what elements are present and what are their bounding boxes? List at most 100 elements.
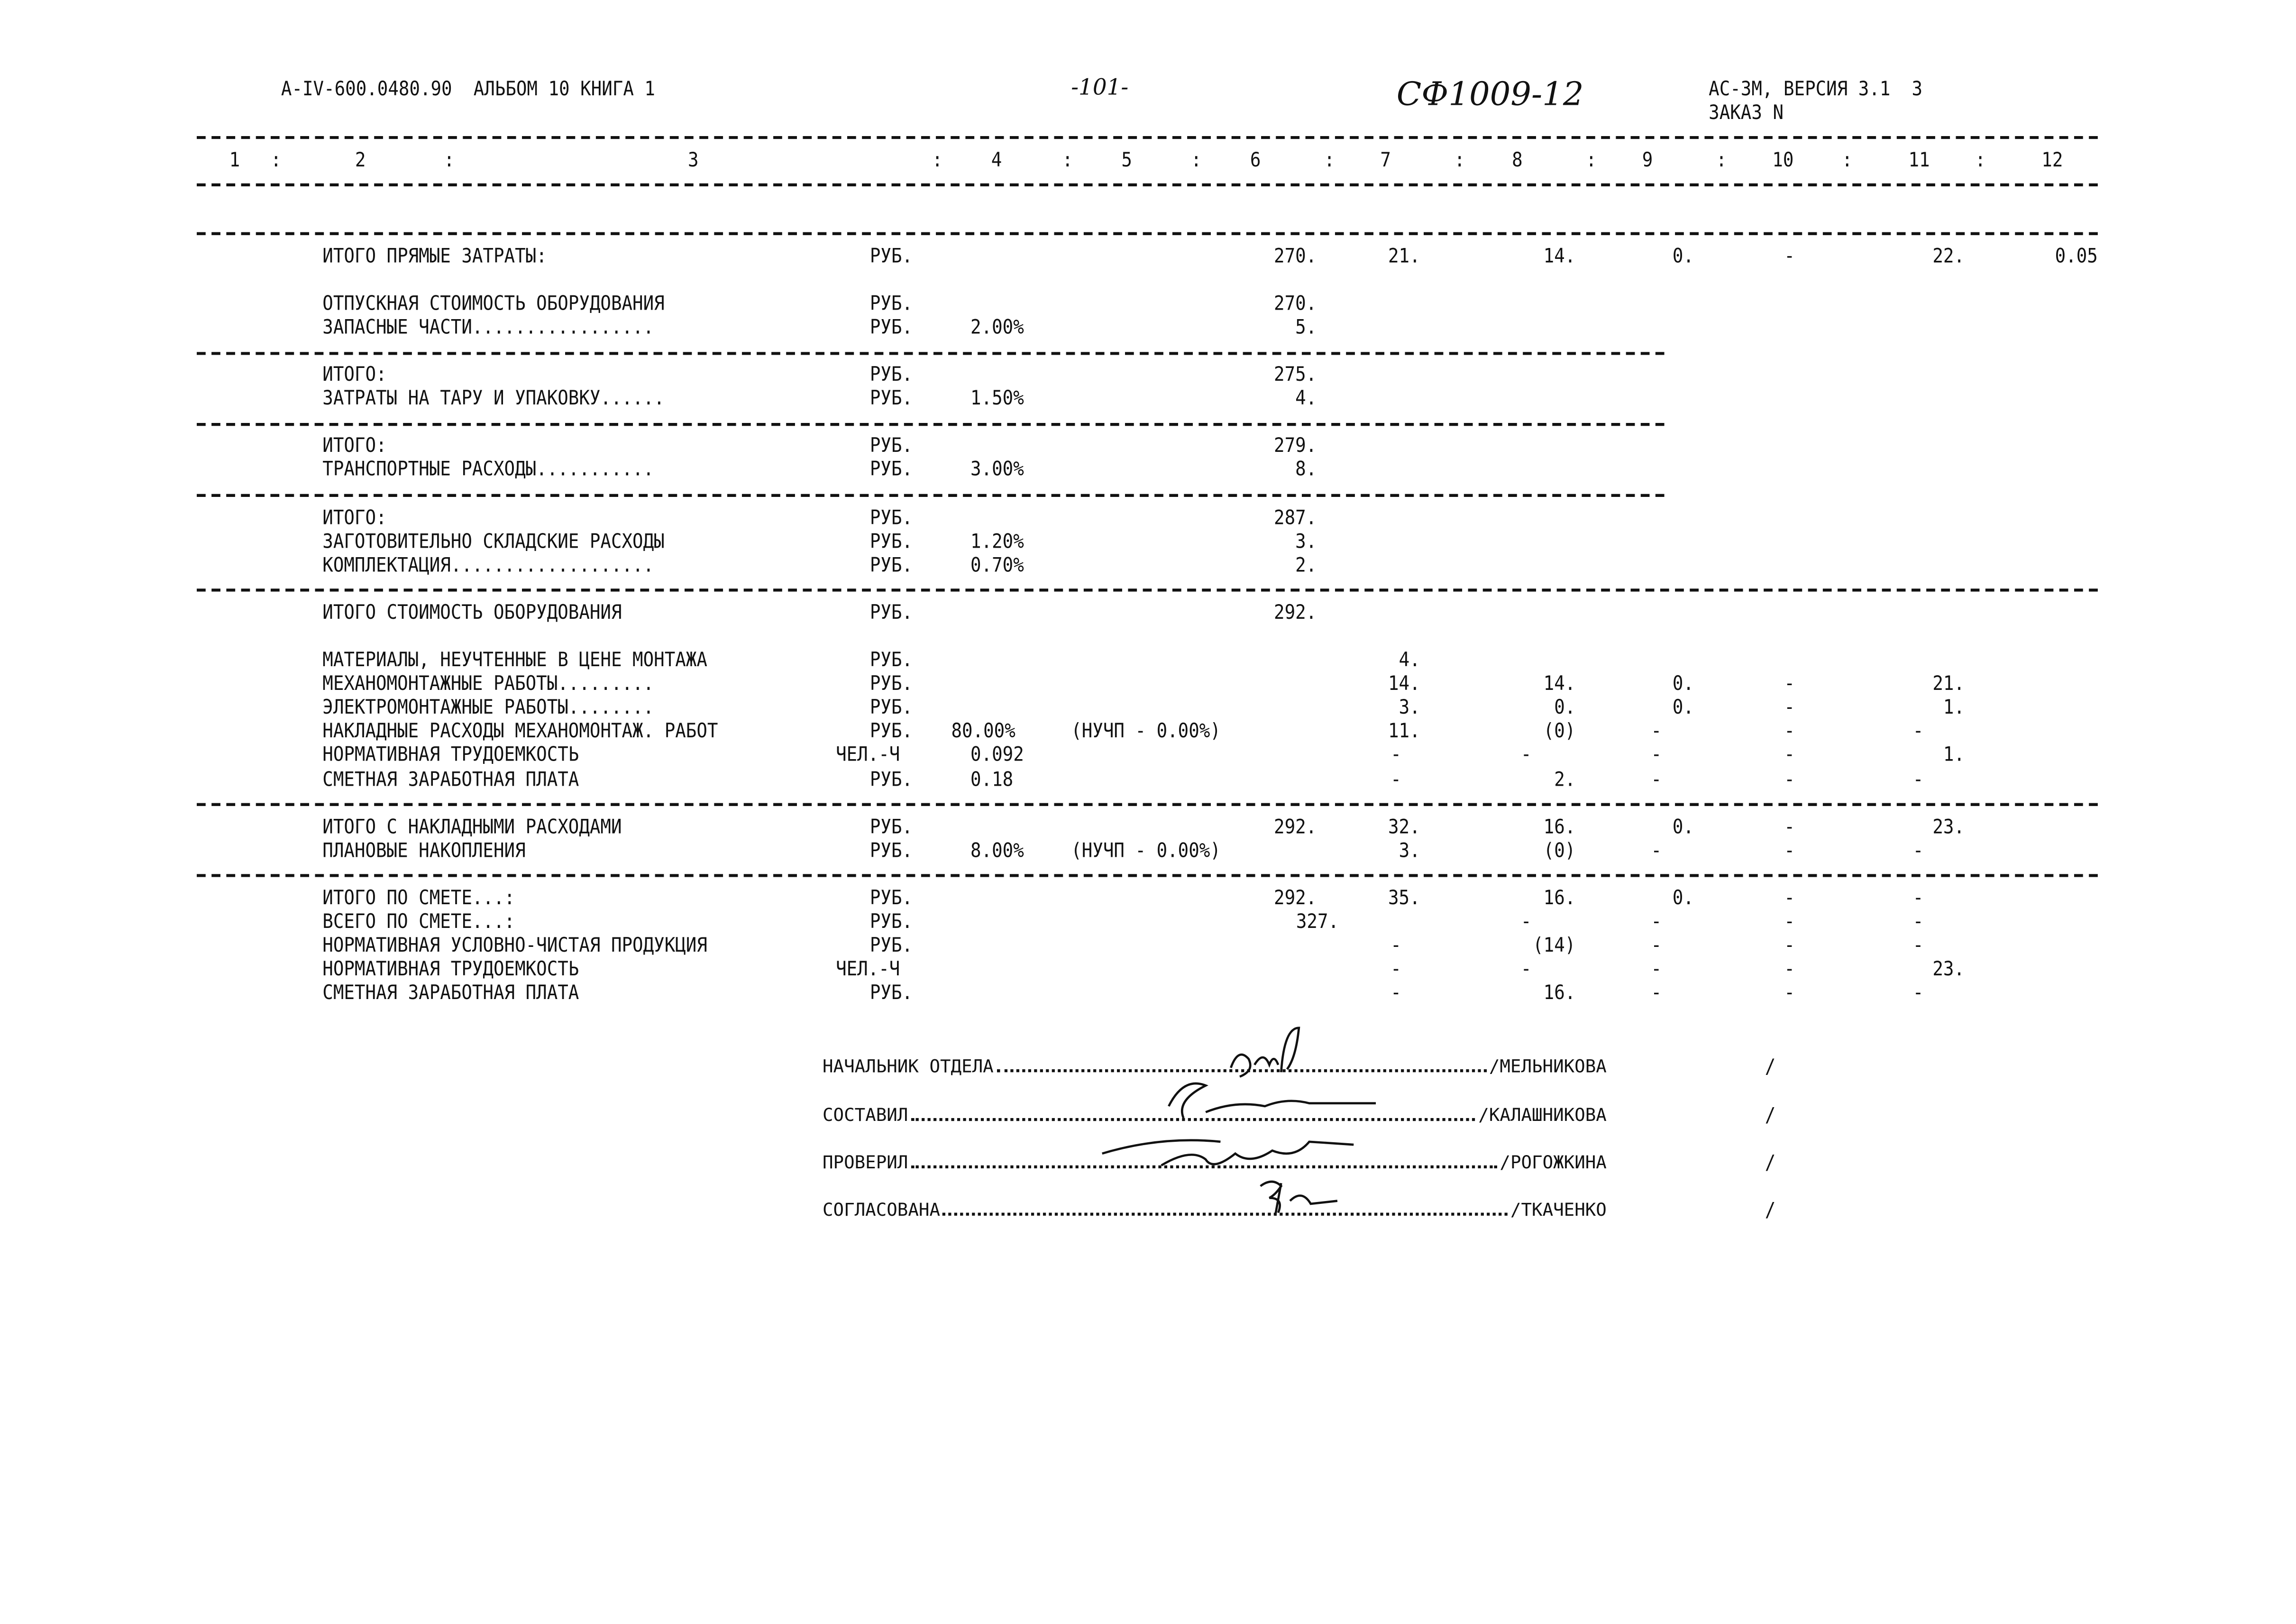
cell-c7: 3.: [1399, 695, 1420, 719]
signature-leader: [911, 1118, 1476, 1121]
cell-c8: -: [1520, 909, 1532, 933]
row-unit: РУБ.: [869, 909, 913, 933]
signature-end: /: [1765, 1198, 1776, 1221]
cell-c6: 275.: [1274, 362, 1317, 386]
column-number: 2: [355, 148, 366, 172]
row-rate: 80.00%: [951, 719, 1015, 743]
cell-c9: -: [1651, 957, 1662, 981]
column-separator: :: [1454, 148, 1465, 172]
cell-c9: -: [1651, 933, 1662, 957]
signature-line: ПРОВЕРИЛ/РОГОЖКИНА: [823, 1152, 1607, 1173]
dashed-rule: [197, 588, 2098, 592]
cell-c10: -: [1784, 957, 1795, 981]
column-separator: :: [1324, 148, 1335, 172]
cell-c7: -: [1390, 743, 1401, 766]
row-unit: РУБ.: [869, 933, 913, 957]
document-id: СФ1009-12: [1396, 77, 1584, 114]
signature-line: НАЧАЛЬНИК ОТДЕЛА/МЕЛЬНИКОВА: [823, 1056, 1607, 1077]
row-unit: РУБ.: [869, 815, 913, 838]
row-label: ИТОГО ПО СМЕТЕ...:: [322, 886, 515, 909]
row-label: ТРАНСПОРТНЫЕ РАСХОДЫ...........: [322, 457, 654, 481]
cell-c9: -: [1651, 743, 1662, 766]
column-number: 7: [1380, 148, 1391, 172]
cell-c7: 21.: [1388, 244, 1420, 268]
signature-end: /: [1765, 1103, 1776, 1127]
cell-c9: -: [1651, 719, 1662, 743]
row-unit: РУБ.: [869, 506, 913, 530]
row-unit: РУБ.: [869, 244, 913, 268]
cell-c11: -: [1912, 886, 1924, 909]
cell-c10: -: [1784, 695, 1795, 719]
signature-leader: [943, 1212, 1508, 1216]
cell-c6: 279.: [1274, 433, 1317, 457]
cell-c8: 0.: [1554, 695, 1576, 719]
row-label: МЕХАНОМОНТАЖНЫЕ РАБОТЫ.........: [322, 671, 654, 695]
cell-c8: (0): [1543, 719, 1576, 743]
cell-c10: -: [1784, 768, 1795, 791]
row-unit: РУБ.: [869, 362, 913, 386]
column-separator: :: [444, 148, 455, 172]
cell-c11: 22.: [1932, 244, 1965, 268]
cell-c8: 16.: [1543, 981, 1576, 1004]
dashed-rule: [197, 494, 1665, 497]
row-unit: РУБ.: [869, 291, 913, 315]
cell-c9: -: [1651, 909, 1662, 933]
row-label: ОТПУСКНАЯ СТОИМОСТЬ ОБОРУДОВАНИЯ: [322, 291, 665, 315]
column-number: 3: [688, 148, 699, 172]
signature-head: [1230, 1027, 1300, 1078]
row-label: ИТОГО С НАКЛАДНЫМИ РАСХОДАМИ: [322, 815, 622, 838]
cell-c9: -: [1651, 768, 1662, 791]
cell-c8: 14.: [1543, 244, 1576, 268]
row-label: ВСЕГО ПО СМЕТЕ...:: [322, 909, 515, 933]
cell-c7: -: [1390, 957, 1401, 981]
cell-c6: 287.: [1274, 506, 1317, 530]
signature-approver: [1260, 1180, 1338, 1216]
cell-c7: 14.: [1388, 671, 1420, 695]
cell-c8: 16.: [1543, 886, 1576, 909]
column-number: 4: [991, 148, 1002, 172]
row-unit: РУБ.: [869, 600, 913, 624]
cell-c11: 23.: [1932, 957, 1965, 981]
row-unit: РУБ.: [869, 981, 913, 1004]
dashed-rule: [197, 874, 2098, 877]
row-unit: РУБ.: [869, 768, 913, 791]
cell-c7: 11.: [1388, 719, 1420, 743]
dashed-rule: [197, 803, 2098, 806]
cell-c6: 292.: [1274, 815, 1317, 838]
cell-c8: 2.: [1554, 768, 1576, 791]
row-unit: РУБ.: [869, 315, 913, 339]
column-number: 8: [1512, 148, 1523, 172]
row-note: (НУЧП - 0.00%): [1071, 719, 1221, 743]
column-number: 11: [1908, 148, 1930, 172]
cell-c9: -: [1651, 838, 1662, 862]
album-code: A-IV-600.0480.90 АЛЬБОМ 10 КНИГА 1: [281, 77, 655, 101]
cell-c11: 1.: [1943, 743, 1965, 766]
cell-c9: -: [1651, 981, 1662, 1004]
row-unit: РУБ.: [869, 433, 913, 457]
signature-end: /: [1765, 1151, 1776, 1174]
row-label: НОРМАТИВНАЯ УСЛОВНО-ЧИСТАЯ ПРОДУКЦИЯ: [322, 933, 707, 957]
signature-name: /ТКАЧЕНКО: [1510, 1199, 1607, 1220]
column-separator: :: [1975, 148, 1986, 172]
cell-c11: -: [1912, 838, 1924, 862]
cell-c6: 327.: [1296, 909, 1339, 933]
signature-leader: [911, 1165, 1497, 1169]
cell-c8: 16.: [1543, 815, 1576, 838]
cell-c11: -: [1912, 909, 1924, 933]
cell-c11: 1.: [1943, 695, 1965, 719]
cell-c10: -: [1784, 719, 1795, 743]
cell-c6: 5.: [1295, 315, 1317, 339]
signature-end: /: [1765, 1055, 1776, 1078]
row-rate: 1.20%: [970, 530, 1024, 553]
cell-c8: (14): [1533, 933, 1576, 957]
cell-c8: (0): [1543, 838, 1576, 862]
row-unit: ЧЕЛ.-Ч: [836, 957, 900, 981]
column-number: 12: [2041, 148, 2063, 172]
cell-c10: -: [1784, 244, 1795, 268]
signature-role: ПРОВЕРИЛ: [822, 1152, 908, 1173]
row-unit: РУБ.: [869, 695, 913, 719]
row-rate: 0.18: [970, 768, 1014, 791]
row-unit: РУБ.: [869, 838, 913, 862]
